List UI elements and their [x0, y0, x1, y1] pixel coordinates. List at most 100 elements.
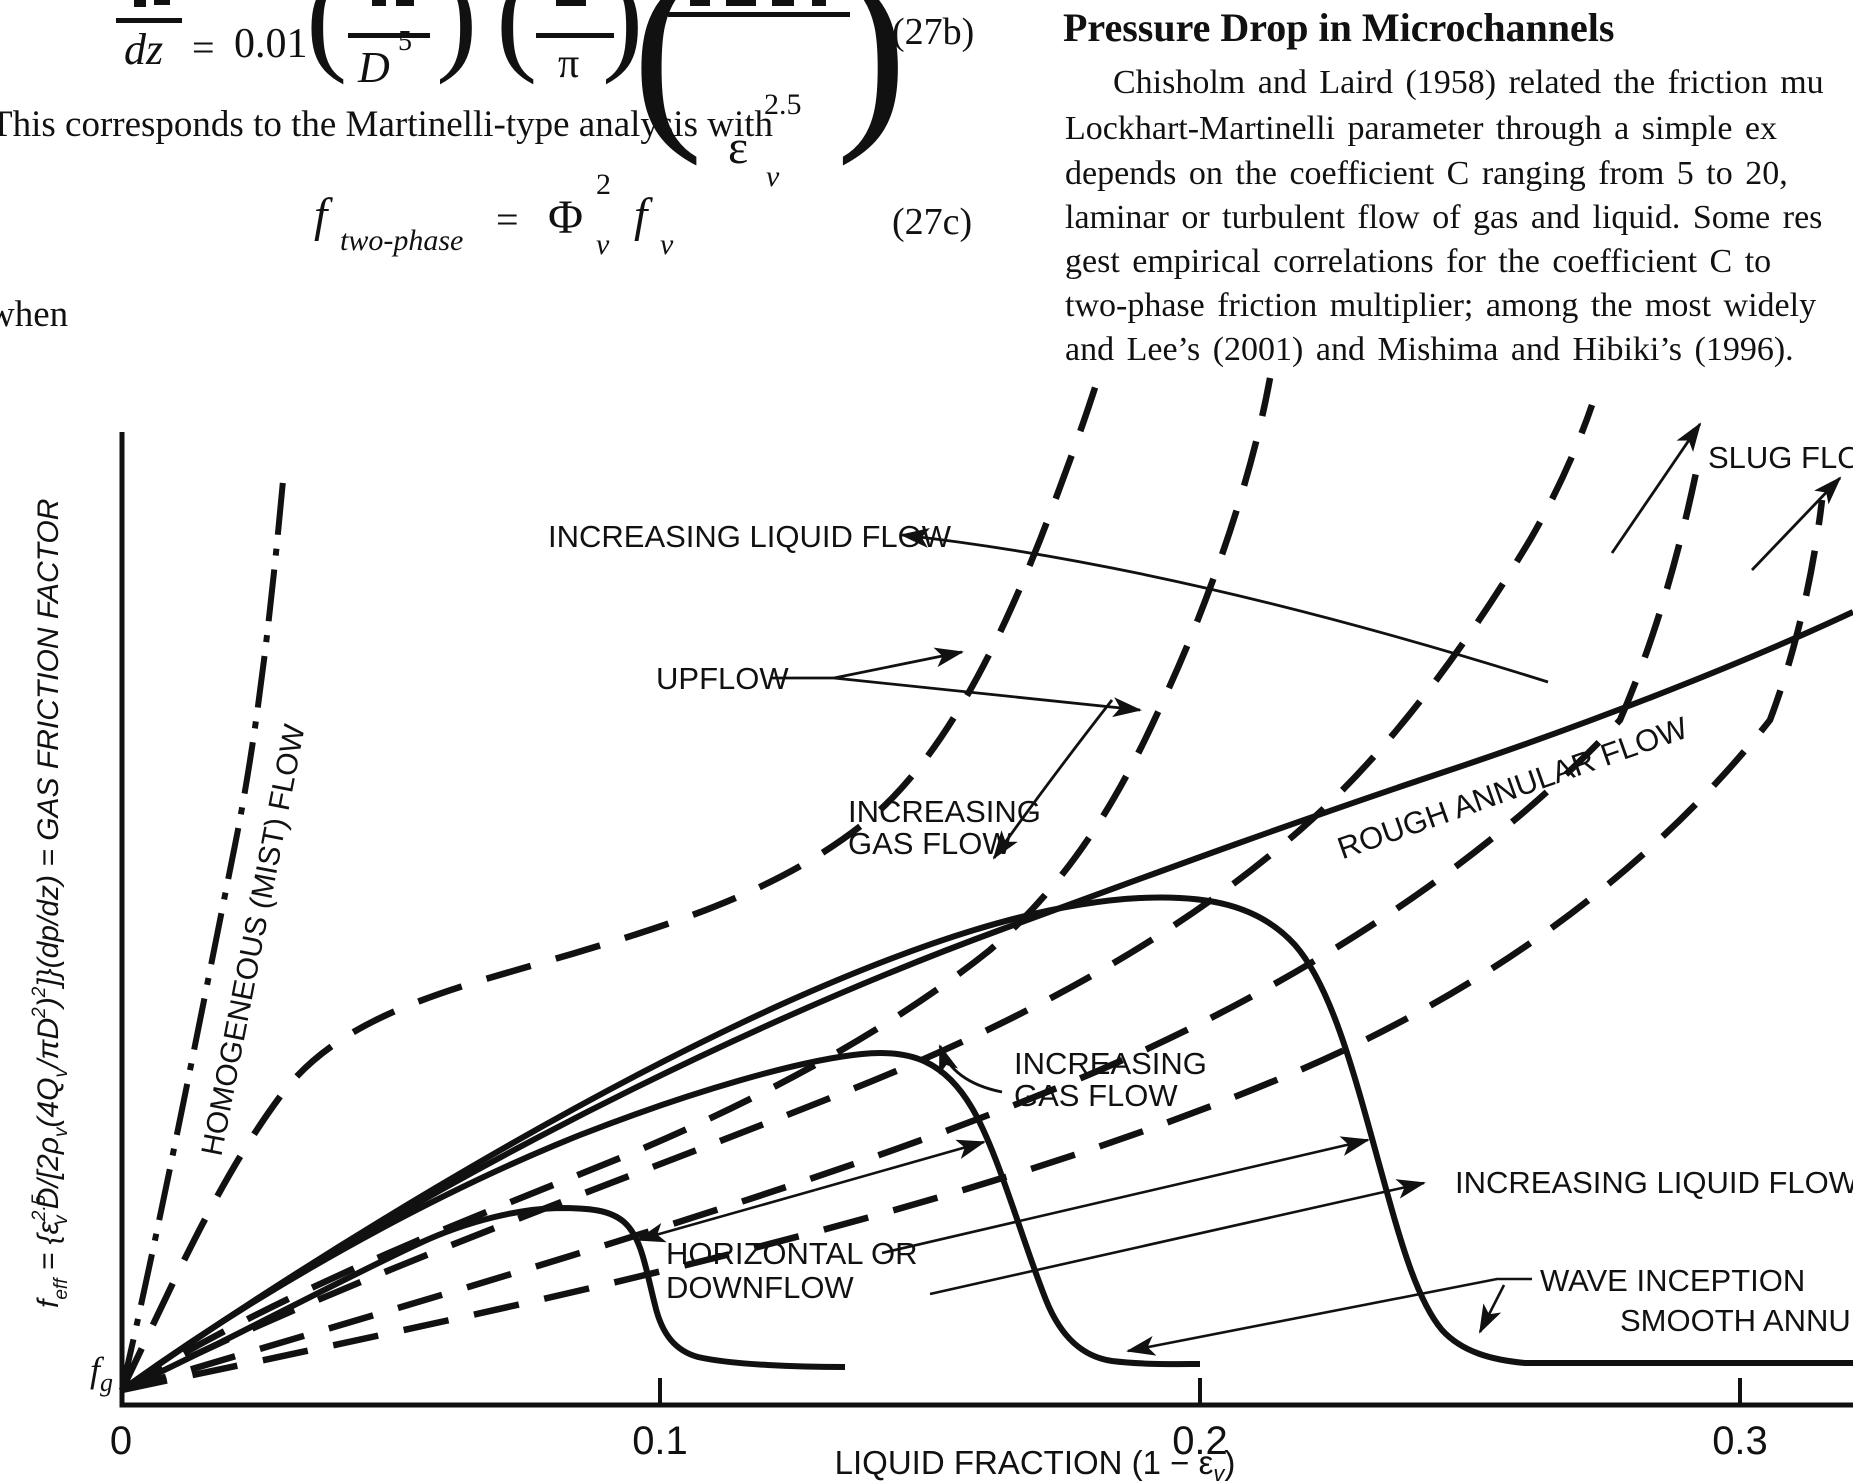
y-title-part: f — [32, 1297, 65, 1308]
arrow-increasing-liquid-flow-b — [929, 1179, 1426, 1296]
open-paren: ( — [306, 0, 348, 85]
arrow-slug-1 — [1610, 422, 1702, 554]
arrow-downflow-right — [814, 1139, 986, 1192]
y-title-part: (4Q — [32, 1077, 65, 1127]
curve-upflow-dashed-2 — [120, 377, 1274, 1393]
curve-upflow-dashed-1 — [119, 371, 1104, 1392]
eq27b-denominator-dz: dz — [124, 25, 164, 74]
y-title-part: 2 — [29, 986, 50, 998]
clipped-glyph-fragment — [812, 0, 826, 6]
x-tick-0_2: 0.2 — [1172, 1419, 1228, 1463]
eq27c-f-subscript: two-phase — [340, 224, 464, 257]
eq27c-phi-exponent: 2 — [596, 168, 611, 201]
open-paren: ( — [632, 0, 704, 167]
eq27b-D: D — [358, 43, 390, 92]
x-ticks — [658, 1378, 1742, 1405]
y-title-part: v — [51, 1126, 72, 1137]
paragraph-line: gest empirical correlations for the coef… — [1065, 243, 1772, 280]
clipped-glyph-fragment — [396, 0, 414, 6]
paragraph-line: depends on the coefficient C ranging fro… — [1065, 155, 1788, 192]
eq27b-equals: = — [192, 25, 215, 70]
curve-hump-3-smooth-annular — [120, 894, 1853, 1393]
eq27b-pi: π — [558, 41, 580, 87]
curve-homogeneous-mist — [119, 469, 287, 1391]
equation-number-27b: (27b) — [892, 11, 975, 53]
curve-hump-1 — [120, 1204, 846, 1393]
clipped-glyph-fragment — [726, 0, 756, 6]
fraction-bar — [668, 12, 850, 17]
arrow-wave-inception-short — [1478, 1284, 1506, 1334]
fraction-bar — [348, 33, 430, 38]
curve-hump-2 — [120, 1050, 1201, 1393]
x-axis-title: LIQUID FRACTION (1 − εv) — [835, 1444, 1236, 1483]
eq27b-epsilon-subscript: v — [766, 160, 780, 193]
axes — [119, 432, 1853, 1408]
arrow-increasing-liquid-flow-top — [900, 528, 1549, 684]
label-smooth-annular: SMOOTH ANNULAR — [1620, 1303, 1853, 1338]
label-increasing-gas-flow-1-line2: GAS FLOW — [848, 826, 1012, 861]
arrow-increasing-gas-flow-1 — [992, 699, 1114, 860]
y-title-part: 2 — [29, 1007, 50, 1019]
eq27c-phi: Φ — [548, 191, 584, 244]
clipped-glyph-fragment — [690, 0, 710, 6]
paragraph-line: two-phase friction multiplier; among the… — [1065, 287, 1817, 324]
y-title-part: ]}(dp/dz) = GAS FRICTION FACTOR — [32, 499, 65, 990]
eq27b-epsilon-exponent: 2.5 — [764, 88, 802, 121]
curve-rough-annular — [120, 609, 1853, 1393]
y-title-part: = {ε — [32, 1220, 65, 1278]
eq27c-phi-subscript: v — [596, 228, 610, 261]
label-upflow: UPFLOW — [656, 661, 789, 696]
y-axis-title: feff = {ε2.5vD/[2ρv(4Qv/πD2)2]}(dp/dz) =… — [29, 499, 72, 1308]
label-increasing-gas-flow-2-line2: GAS FLOW — [1014, 1078, 1178, 1113]
fg-reference-label: fg — [90, 1350, 113, 1397]
arrow-downflow-left — [636, 1188, 816, 1243]
paragraph-line: Lockhart-Martinelli parameter through a … — [1065, 110, 1778, 147]
clipped-glyph-fragment — [556, 0, 586, 6]
martinelli-sentence: This corresponds to the Martinelli-type … — [0, 104, 774, 145]
eq27c-fv-subscript: v — [660, 228, 674, 261]
paragraph-line: laminar or turbulent flow of gas and liq… — [1065, 199, 1823, 236]
x-title-main: LIQUID FRACTION (1 − — [835, 1444, 1199, 1481]
arrow-upflow-1 — [833, 647, 964, 680]
curve-slug-dashed-1 — [121, 467, 1701, 1394]
x-tick-0: 0 — [110, 1419, 132, 1463]
label-downflow: DOWNFLOW — [666, 1270, 854, 1305]
fg-sub: g — [100, 1368, 113, 1397]
eq27b-coefficient: 0.01 — [234, 21, 308, 67]
y-title-part: /πD — [32, 1018, 65, 1070]
y-title-part: ) — [32, 997, 65, 1010]
y-title-part: D/[2ρ — [32, 1137, 65, 1209]
clipped-glyph-fragment — [134, 0, 146, 7]
close-paren: ) — [436, 0, 478, 85]
arrow-wave-inception-long — [1126, 1277, 1532, 1356]
clipped-glyph-fragment — [772, 0, 794, 6]
label-increasing-liquid-flow-top: INCREASING LIQUID FLOW — [548, 519, 952, 554]
label-increasing-gas-flow-1-line1: INCREASING — [848, 794, 1041, 829]
x-tick-0_1: 0.1 — [632, 1419, 688, 1463]
x-title-close: ) — [1224, 1444, 1235, 1481]
x-tick-0_3: 0.3 — [1712, 1419, 1768, 1463]
arrow-increasing-liquid-flow-a — [881, 1136, 1370, 1255]
y-title-part: v — [51, 1214, 72, 1225]
label-increasing-gas-flow-2-line1: INCREASING — [1014, 1046, 1207, 1081]
curve-slug-dashed-2 — [121, 499, 1826, 1394]
fraction-bar — [536, 33, 614, 38]
close-paren: ) — [836, 0, 908, 167]
clipped-glyph-fragment — [372, 0, 386, 6]
label-increasing-liquid-flow-right: INCREASING LIQUID FLOW — [1455, 1165, 1853, 1200]
label-horizontal-or: HORIZONTAL OR — [666, 1236, 917, 1271]
eq27c-f: f — [314, 189, 328, 242]
y-title-part: v — [51, 1066, 72, 1077]
x-title-sub-v: v — [1213, 1461, 1226, 1483]
section-heading: Pressure Drop in Microchannels — [1063, 5, 1615, 50]
when-text: when — [0, 294, 69, 335]
eq27c-fv: f — [634, 189, 648, 242]
x-title-epsilon: ε — [1199, 1444, 1214, 1481]
label-slug-flow: SLUG FLOW — [1708, 440, 1853, 475]
eq27b-epsilon: ε — [728, 121, 749, 174]
eq27b-D-exponent: 5 — [398, 26, 412, 57]
paragraph-line: and Lee’s (2001) and Mishima and Hibiki’… — [1065, 331, 1794, 368]
arrow-slug-2 — [1750, 476, 1842, 571]
